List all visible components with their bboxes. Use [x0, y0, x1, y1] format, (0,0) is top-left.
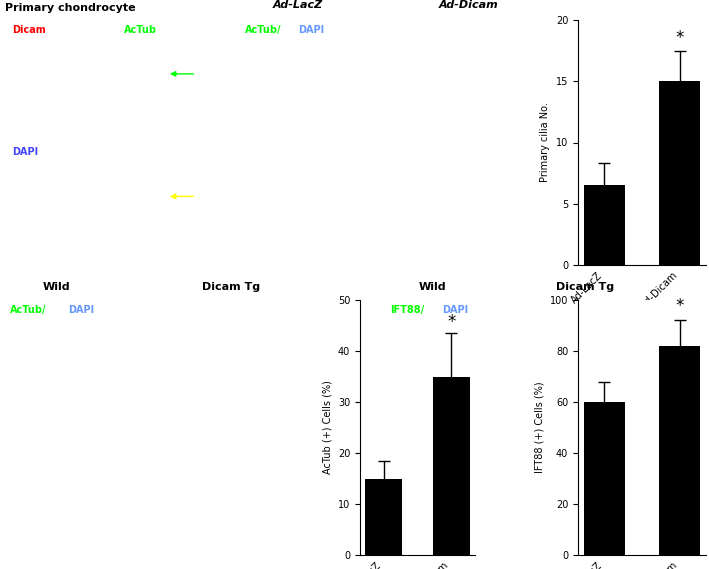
Text: AcTub/: AcTub/	[245, 25, 281, 35]
Text: IFT88/: IFT88/	[390, 305, 424, 315]
Y-axis label: IFT88 (+) Cells (%): IFT88 (+) Cells (%)	[535, 382, 545, 473]
Bar	[584, 402, 625, 555]
Text: DAPI: DAPI	[442, 305, 469, 315]
Text: Ad-LacZ: Ad-LacZ	[273, 0, 323, 10]
Text: *: *	[676, 297, 683, 315]
Text: Dicam Tg: Dicam Tg	[556, 282, 614, 292]
Text: *: *	[676, 29, 683, 47]
Text: Wild: Wild	[43, 282, 70, 292]
Text: 10um: 10um	[185, 244, 209, 252]
Text: Dicam: Dicam	[12, 25, 45, 35]
Text: 50um: 50um	[225, 530, 248, 539]
Text: Ad-Dicam: Ad-Dicam	[438, 0, 498, 10]
Y-axis label: Primary cilia No.: Primary cilia No.	[540, 102, 550, 183]
Text: DAPI: DAPI	[298, 25, 324, 35]
Text: *: *	[447, 312, 455, 331]
Bar	[584, 185, 625, 265]
Bar	[659, 81, 700, 265]
Bar	[365, 479, 402, 555]
Y-axis label: AcTub (+) Cells (%): AcTub (+) Cells (%)	[323, 381, 333, 475]
Text: DAPI: DAPI	[12, 147, 38, 158]
Text: Dicam Tg: Dicam Tg	[202, 282, 260, 292]
Bar	[659, 346, 700, 555]
Text: AcTub: AcTub	[124, 25, 157, 35]
Text: Wild: Wild	[419, 282, 447, 292]
Text: AcTub/: AcTub/	[10, 305, 47, 315]
Text: Merged: Merged	[124, 147, 166, 158]
Text: 10um: 10um	[342, 241, 367, 250]
Text: Primary chondrocyte: Primary chondrocyte	[5, 3, 135, 13]
Text: DAPI: DAPI	[68, 305, 94, 315]
Bar	[432, 377, 470, 555]
